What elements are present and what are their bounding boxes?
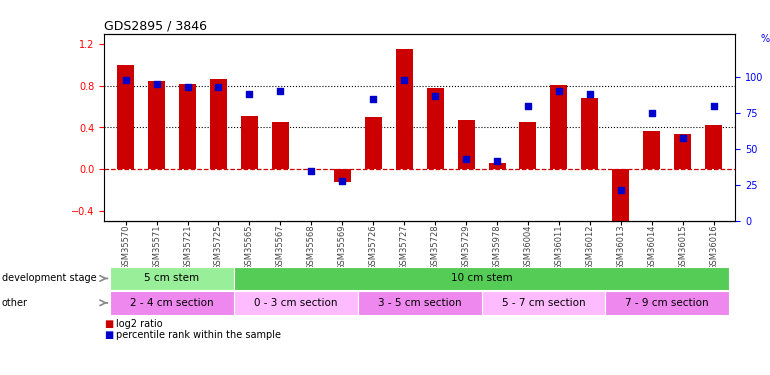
Point: [305, 168, 317, 174]
Bar: [148, 81, 165, 169]
Point: [429, 93, 441, 99]
Bar: [520, 122, 537, 169]
Bar: [333, 169, 351, 182]
Point: [182, 84, 194, 90]
Point: [336, 178, 349, 184]
Text: GSM36012: GSM36012: [585, 225, 594, 270]
Text: GSM35978: GSM35978: [493, 225, 501, 270]
Bar: [272, 122, 289, 169]
Point: [677, 135, 689, 141]
Point: [119, 77, 132, 83]
Point: [584, 92, 596, 98]
Text: GSM35568: GSM35568: [306, 225, 316, 270]
Text: 7 - 9 cm section: 7 - 9 cm section: [625, 298, 709, 308]
Text: ■: ■: [104, 330, 113, 340]
Text: GSM35565: GSM35565: [245, 225, 254, 270]
Point: [490, 158, 503, 164]
Text: GSM35571: GSM35571: [152, 225, 161, 270]
Text: %: %: [761, 34, 770, 44]
Bar: [110, 267, 234, 290]
Bar: [234, 267, 729, 290]
Bar: [179, 84, 196, 169]
Point: [150, 81, 162, 87]
Bar: [365, 117, 382, 169]
Point: [522, 103, 534, 109]
Bar: [481, 291, 605, 315]
Bar: [241, 116, 258, 169]
Bar: [675, 134, 691, 169]
Text: 5 - 7 cm section: 5 - 7 cm section: [501, 298, 585, 308]
Text: 10 cm stem: 10 cm stem: [450, 273, 512, 284]
Text: GSM35569: GSM35569: [338, 225, 346, 270]
Text: 3 - 5 cm section: 3 - 5 cm section: [378, 298, 461, 308]
Point: [553, 88, 565, 94]
Bar: [427, 88, 444, 169]
Bar: [396, 50, 413, 169]
Text: ■: ■: [104, 319, 113, 329]
Text: 5 cm stem: 5 cm stem: [145, 273, 199, 284]
Text: percentile rank within the sample: percentile rank within the sample: [116, 330, 280, 340]
Text: GSM35570: GSM35570: [121, 225, 130, 270]
Point: [367, 96, 380, 102]
Point: [274, 88, 286, 94]
Text: GSM36004: GSM36004: [524, 225, 533, 270]
Text: GSM35567: GSM35567: [276, 225, 285, 270]
Text: GSM35725: GSM35725: [214, 225, 223, 270]
Bar: [705, 125, 722, 169]
Text: GSM36011: GSM36011: [554, 225, 564, 270]
Text: log2 ratio: log2 ratio: [116, 319, 162, 329]
Text: GSM36015: GSM36015: [678, 225, 688, 270]
Bar: [358, 291, 481, 315]
Bar: [488, 163, 506, 169]
Bar: [457, 120, 474, 169]
Text: GDS2895 / 3846: GDS2895 / 3846: [104, 20, 207, 33]
Text: GSM36013: GSM36013: [616, 225, 625, 270]
Point: [460, 156, 472, 162]
Text: GSM35728: GSM35728: [430, 225, 440, 270]
Text: GSM35721: GSM35721: [183, 225, 192, 270]
Text: other: other: [2, 298, 28, 308]
Bar: [581, 98, 598, 169]
Bar: [551, 85, 567, 169]
Point: [708, 103, 720, 109]
Text: GSM35729: GSM35729: [461, 225, 470, 270]
Bar: [110, 291, 234, 315]
Bar: [612, 169, 629, 226]
Bar: [210, 78, 227, 169]
Bar: [643, 130, 661, 169]
Point: [213, 84, 225, 90]
Text: GSM35727: GSM35727: [400, 225, 409, 270]
Point: [645, 110, 658, 116]
Text: development stage: development stage: [2, 273, 96, 284]
Point: [614, 186, 627, 192]
Bar: [117, 65, 134, 169]
Point: [243, 92, 256, 98]
Bar: [234, 291, 358, 315]
Text: GSM36016: GSM36016: [709, 225, 718, 270]
Text: GSM35726: GSM35726: [369, 225, 378, 270]
Bar: [605, 291, 729, 315]
Point: [398, 77, 410, 83]
Text: 2 - 4 cm section: 2 - 4 cm section: [130, 298, 214, 308]
Text: GSM36014: GSM36014: [648, 225, 656, 270]
Text: 0 - 3 cm section: 0 - 3 cm section: [254, 298, 337, 308]
